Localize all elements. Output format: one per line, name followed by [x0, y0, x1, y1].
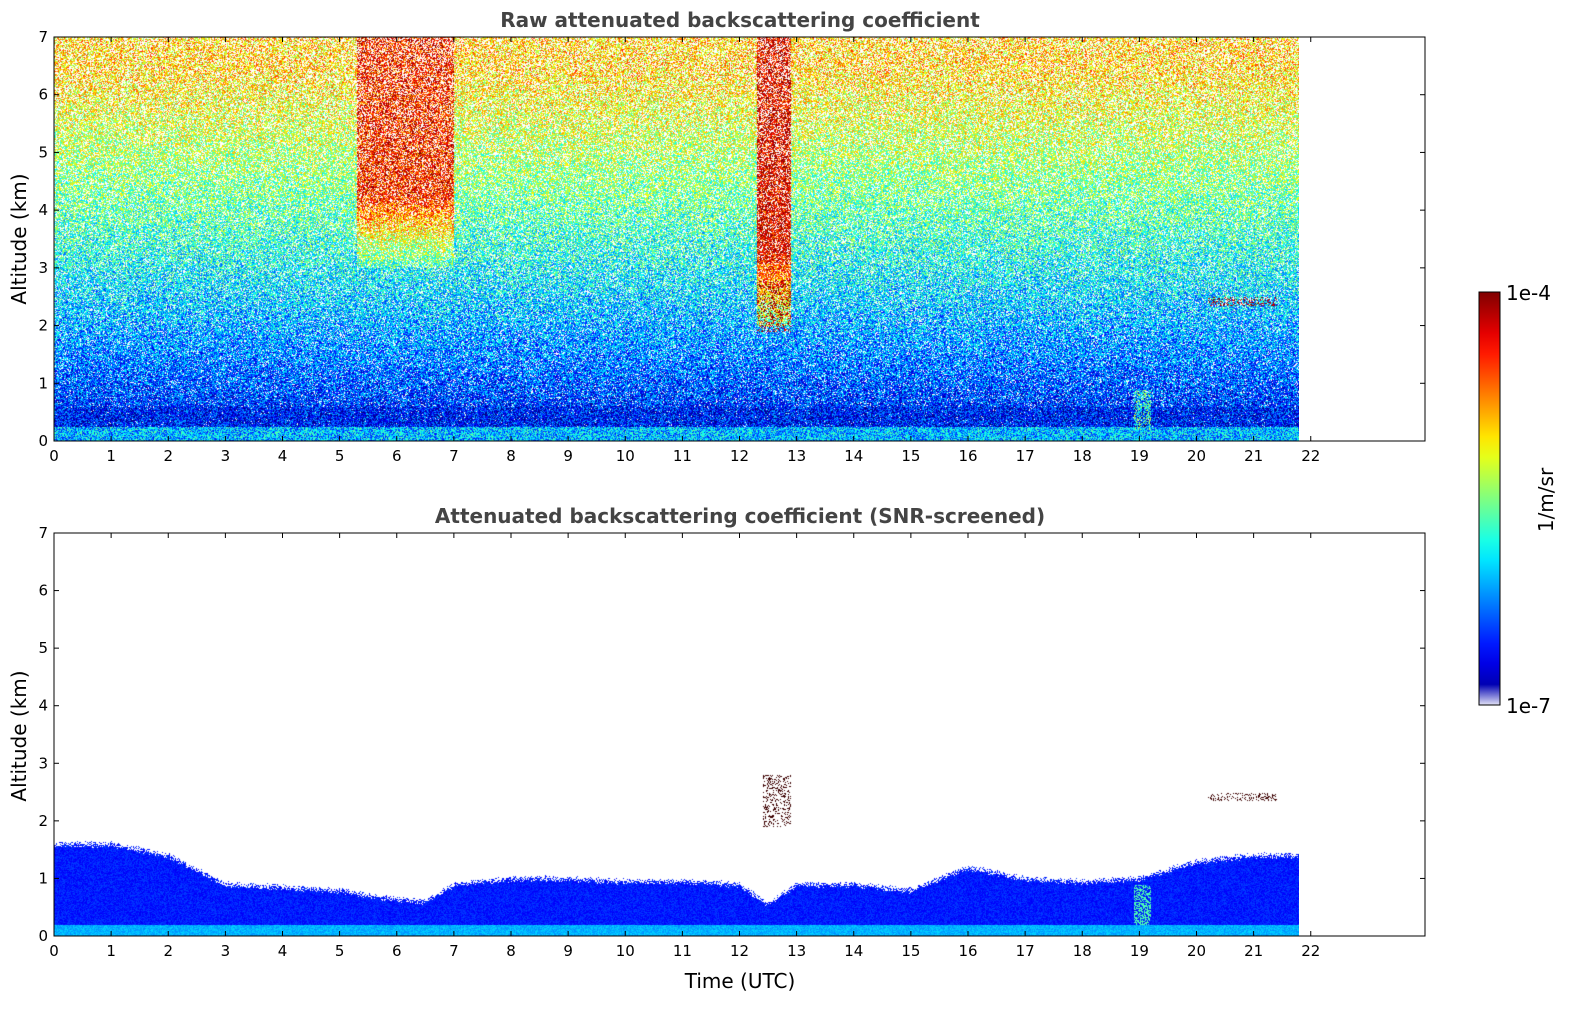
colorbar-unit-label: 1/m/sr: [1534, 467, 1558, 532]
y-axis-label: Altitude (km): [7, 670, 31, 801]
panel-title: Raw attenuated backscattering coefficien…: [500, 8, 980, 32]
x-tick-label: 3: [221, 942, 231, 960]
colorbar-gradient: [1478, 291, 1501, 706]
colorbar: 1e-4 1e-7 1/m/sr: [1478, 281, 1558, 718]
y-tick-label: 1: [38, 374, 48, 392]
x-tick-label: 18: [1073, 942, 1092, 960]
x-tick-label: 14: [844, 447, 863, 465]
x-tick-label: 14: [844, 942, 863, 960]
y-tick-label: 2: [38, 317, 48, 335]
x-tick-label: 2: [163, 942, 173, 960]
colorbar-min-label: 1e-7: [1506, 694, 1551, 718]
x-tick-label: 17: [1016, 942, 1035, 960]
x-tick-label: 6: [392, 447, 402, 465]
y-tick-label: 4: [38, 201, 48, 219]
x-tick-label: 5: [335, 942, 345, 960]
x-tick-label: 0: [49, 942, 59, 960]
x-tick-label: 8: [506, 447, 516, 465]
x-tick-label: 5: [335, 447, 345, 465]
x-tick-label: 4: [278, 942, 288, 960]
x-tick-label: 18: [1073, 447, 1092, 465]
x-tick-label: 0: [49, 447, 59, 465]
y-tick-label: 0: [38, 432, 48, 450]
x-tick-label: 7: [449, 942, 459, 960]
x-tick-label: 19: [1130, 447, 1149, 465]
x-tick-label: 19: [1130, 942, 1149, 960]
y-tick-label: 3: [38, 754, 48, 772]
panel-title: Attenuated backscattering coefficient (S…: [435, 504, 1045, 528]
x-tick-label: 12: [730, 942, 749, 960]
heatmap-image: [54, 37, 1299, 441]
x-tick-label: 1: [106, 942, 116, 960]
y-tick-label: 3: [38, 259, 48, 277]
x-tick-label: 9: [563, 942, 573, 960]
y-tick-label: 5: [38, 143, 48, 161]
x-tick-label: 7: [449, 447, 459, 465]
heatmap-image: [54, 533, 1299, 936]
screened-backscatter-panel: Attenuated backscattering coefficient (S…: [7, 504, 1045, 993]
y-tick-label: 7: [38, 524, 48, 542]
x-tick-label: 21: [1244, 447, 1263, 465]
raw-backscatter-panel: Raw attenuated backscattering coefficien…: [7, 8, 980, 305]
y-axis-label: Altitude (km): [7, 173, 31, 304]
x-tick-label: 9: [563, 447, 573, 465]
x-axis-label: Time (UTC): [684, 969, 796, 993]
x-tick-label: 16: [958, 447, 977, 465]
x-tick-label: 1: [106, 447, 116, 465]
x-tick-label: 15: [901, 447, 920, 465]
y-tick-label: 6: [38, 582, 48, 600]
x-tick-label: 15: [901, 942, 920, 960]
x-tick-label: 22: [1301, 447, 1320, 465]
x-tick-label: 21: [1244, 942, 1263, 960]
x-tick-label: 10: [616, 942, 635, 960]
y-tick-label: 2: [38, 812, 48, 830]
x-tick-label: 6: [392, 942, 402, 960]
x-tick-label: 4: [278, 447, 288, 465]
x-tick-label: 3: [221, 447, 231, 465]
colorbar-max-label: 1e-4: [1506, 281, 1551, 305]
x-tick-label: 16: [958, 942, 977, 960]
x-tick-label: 20: [1187, 942, 1206, 960]
x-tick-label: 11: [673, 942, 692, 960]
screened-backscatter-plot: 0 1 2 3 4 5 6 7 8 9 10 11 12 13 14 15 16 17 18 19 20 21 220123…: [38, 524, 1426, 960]
x-tick-label: 20: [1187, 447, 1206, 465]
x-tick-label: 17: [1016, 447, 1035, 465]
x-tick-label: 8: [506, 942, 516, 960]
x-tick-label: 13: [787, 447, 806, 465]
x-tick-label: 13: [787, 942, 806, 960]
x-tick-label: 12: [730, 447, 749, 465]
y-tick-label: 7: [38, 28, 48, 46]
y-tick-label: 0: [38, 927, 48, 945]
y-tick-label: 6: [38, 86, 48, 104]
x-tick-label: 22: [1301, 942, 1320, 960]
y-tick-label: 1: [38, 869, 48, 887]
x-tick-label: 2: [163, 447, 173, 465]
x-tick-label: 10: [616, 447, 635, 465]
y-tick-label: 4: [38, 697, 48, 715]
x-tick-label: 11: [673, 447, 692, 465]
y-tick-label: 5: [38, 639, 48, 657]
raw-backscatter-plot: 0 1 2 3 4 5 6 7 8 9 10 11 12 13 14 15 16 17 18 19 20 21 220123…: [38, 28, 1426, 465]
